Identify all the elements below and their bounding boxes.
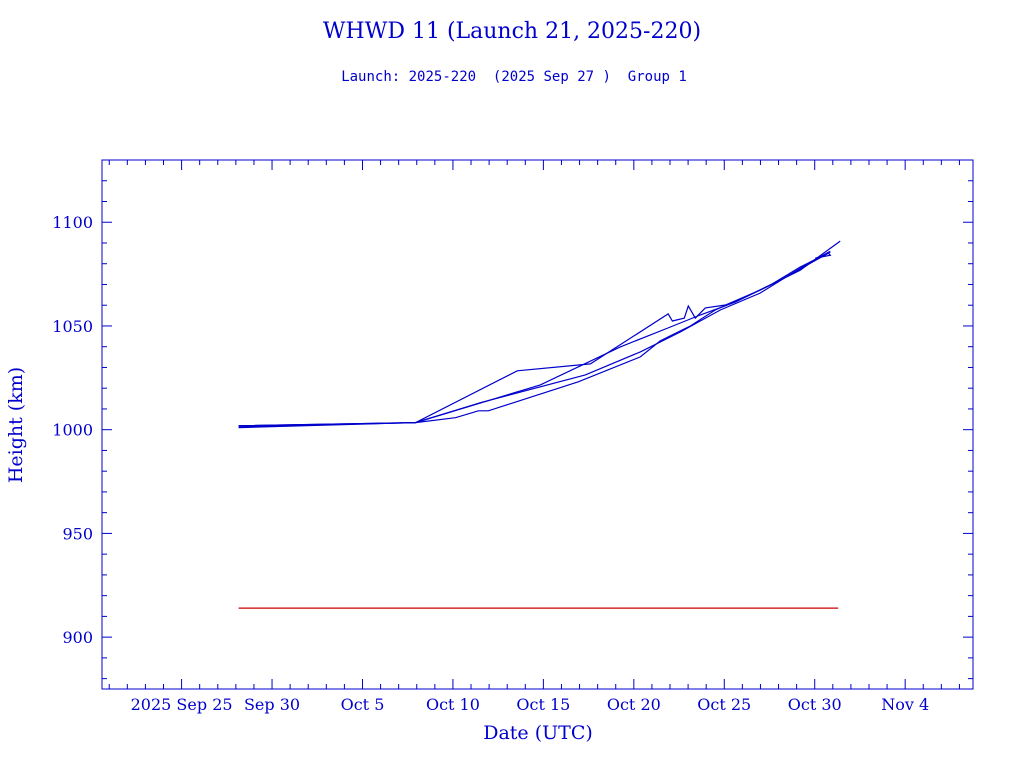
y-tick-label: 900 bbox=[62, 628, 93, 647]
series-line-object-d bbox=[238, 250, 831, 427]
series-group bbox=[238, 240, 841, 609]
x-tick-label: Oct 30 bbox=[788, 695, 842, 714]
series-line-object-c bbox=[238, 252, 832, 427]
x-tick-label: Oct 15 bbox=[516, 695, 570, 714]
y-axis-label: Height (km) bbox=[5, 367, 27, 483]
y-tick-label: 1000 bbox=[52, 421, 93, 440]
series-line-object-b bbox=[238, 251, 831, 429]
plot-frame bbox=[101, 159, 974, 690]
chart-title: WHWD 11 (Launch 21, 2025-220) bbox=[323, 19, 701, 44]
x-tick-label: 2025 Sep 25 bbox=[131, 695, 233, 714]
y-tick-label: 950 bbox=[62, 524, 93, 543]
x-tick-label: Oct 5 bbox=[341, 695, 385, 714]
y-tick-label: 1100 bbox=[52, 213, 93, 232]
x-tick-label: Nov 4 bbox=[881, 695, 929, 714]
x-tick-label: Oct 10 bbox=[426, 695, 480, 714]
x-axis-label: Date (UTC) bbox=[483, 722, 593, 744]
chart-subtitle: Launch: 2025-220 (2025 Sep 27 ) Group 1 bbox=[341, 69, 687, 85]
series-line-object-a bbox=[238, 240, 841, 428]
x-tick-label: Sep 30 bbox=[244, 695, 300, 714]
x-tick-label: Oct 25 bbox=[697, 695, 751, 714]
x-tick-label: Oct 20 bbox=[607, 695, 661, 714]
axis-ticks: 2025 Sep 25 Sep 30 Oct 5 Oct 10 Oct 15 Oct 20… bbox=[52, 159, 973, 714]
y-tick-label: 1050 bbox=[52, 317, 93, 336]
